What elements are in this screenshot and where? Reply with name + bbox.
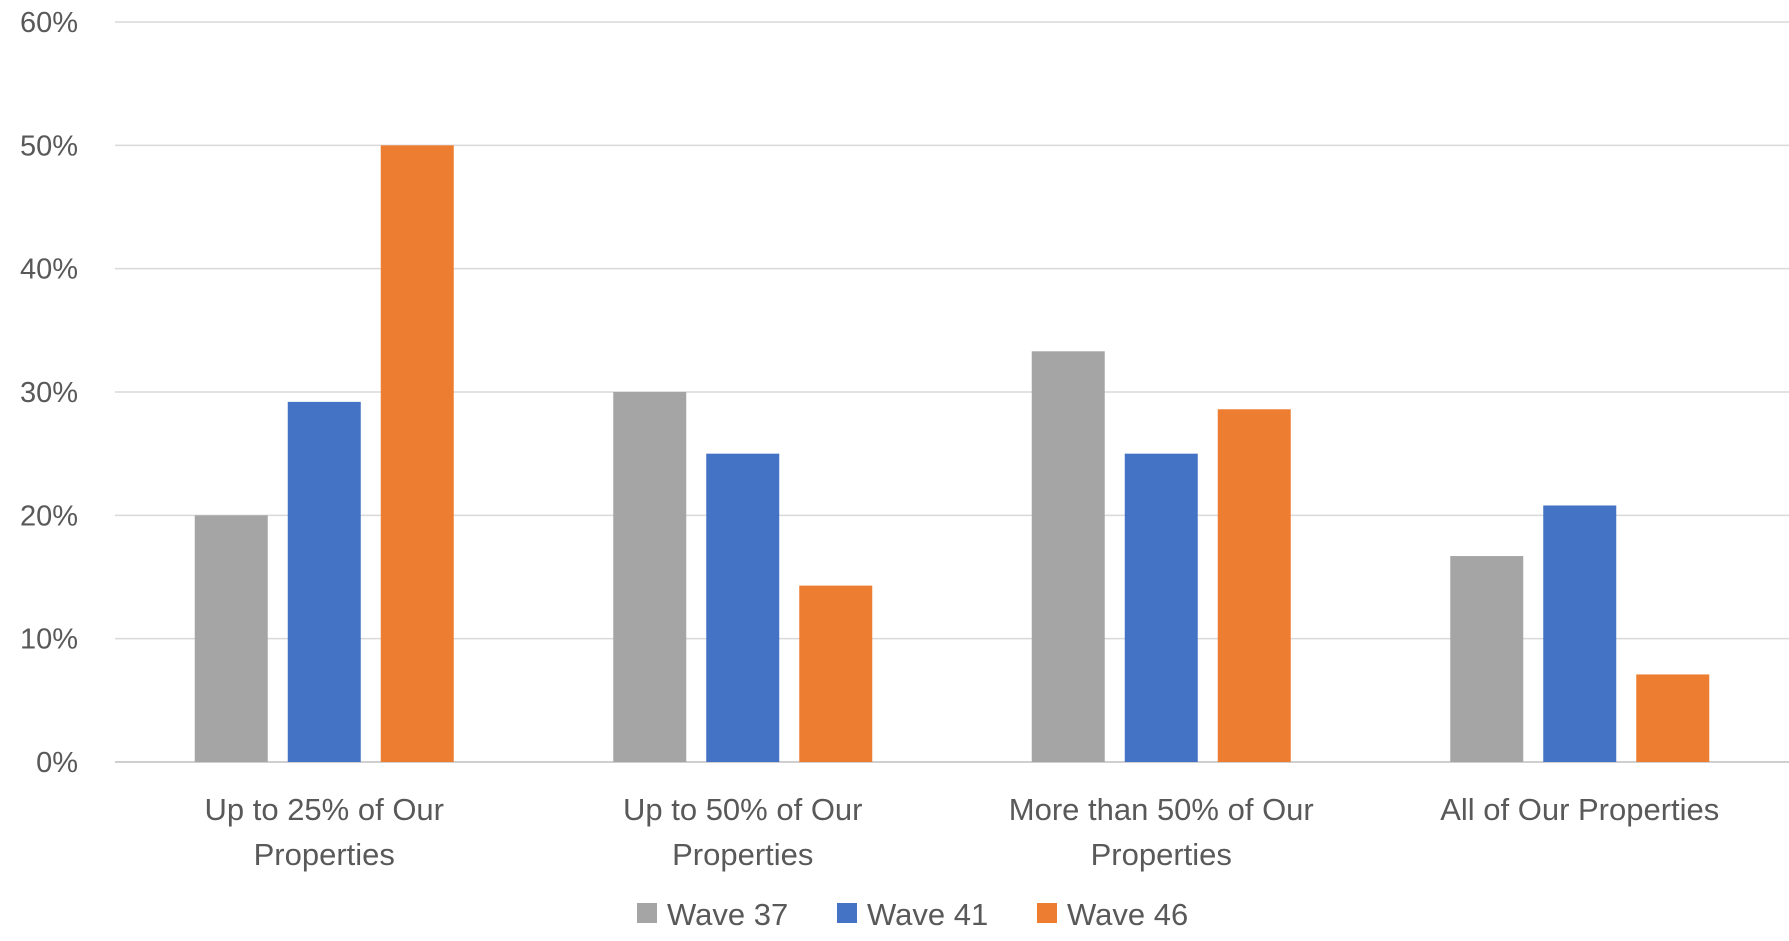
y-tick-label: 30% [20,377,78,409]
legend-label: Wave 41 [867,897,988,932]
y-tick-label: 20% [20,500,78,532]
bar-wave-37 [1450,556,1524,762]
x-category-label: All of Our Properties [1440,792,1719,827]
bar-wave-41 [1543,505,1617,762]
bar-wave-46 [1217,409,1291,762]
bar-wave-46 [1636,674,1710,762]
legend-swatch-wave-37 [637,903,657,923]
y-tick-label: 10% [20,624,78,656]
x-category-label: Up to 25% of Our Properties [204,792,444,872]
bars [194,145,1710,763]
y-tick-label: 50% [20,130,78,162]
y-axis-tick-labels: 0% 10% 20% 30% 40% 50% 60% [20,7,78,779]
bar-wave-46 [380,145,454,763]
legend-label: Wave 46 [1067,897,1188,932]
bar-wave-37 [613,392,687,762]
bar-wave-41 [1124,453,1198,762]
gridlines [115,21,1789,763]
x-category-label: Up to 50% of Our Properties [623,792,863,872]
legend-swatch-wave-46 [1037,903,1057,923]
x-category-label: More than 50% of Our Properties [1009,792,1314,872]
y-tick-label: 0% [36,747,78,779]
legend-label: Wave 37 [667,897,788,932]
bar-wave-46 [799,585,873,762]
y-tick-label: 40% [20,254,78,286]
bar-wave-37 [194,515,268,762]
legend: Wave 37 Wave 41 Wave 46 [637,897,1188,932]
y-tick-label: 60% [20,7,78,39]
bar-wave-41 [706,453,780,762]
bar-wave-37 [1031,351,1105,762]
x-axis-category-labels: Up to 25% of Our Properties Up to 50% of O… [204,792,1719,872]
bar-wave-41 [287,401,361,762]
legend-swatch-wave-41 [837,903,857,923]
